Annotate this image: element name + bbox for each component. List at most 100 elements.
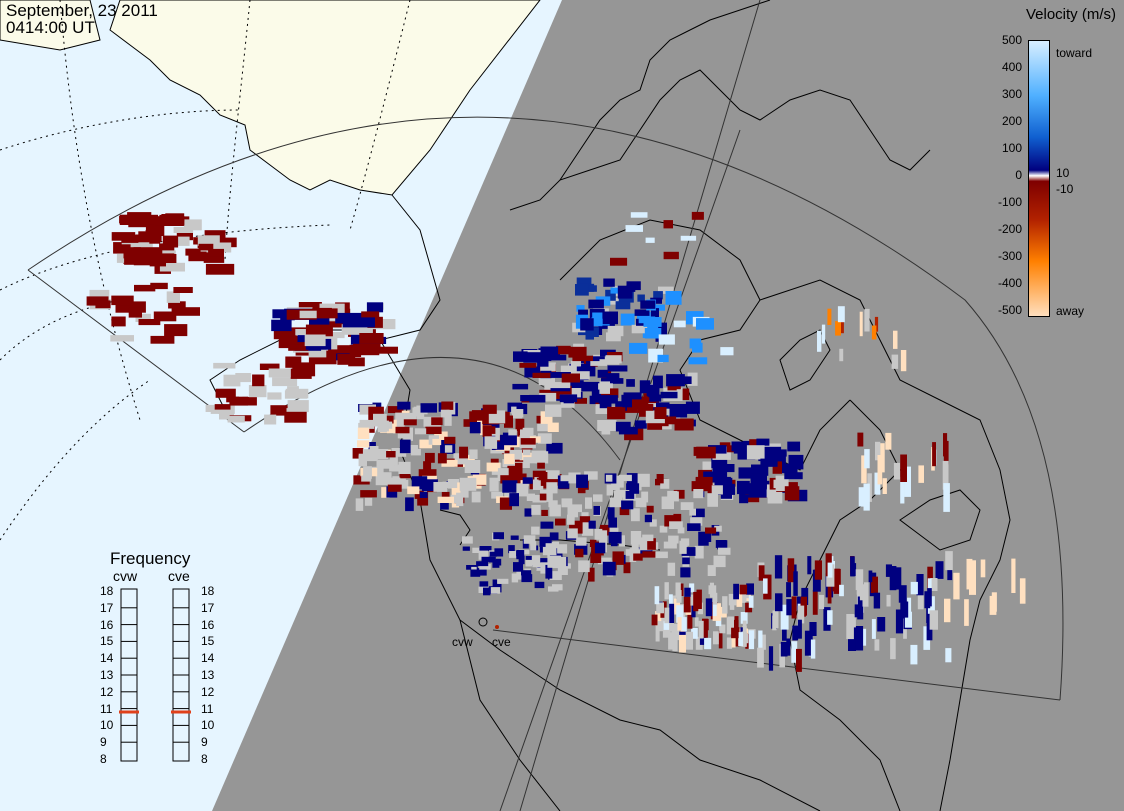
velocity-cell	[453, 453, 468, 465]
velocity-cell	[740, 589, 747, 603]
velocity-cell	[285, 388, 309, 399]
radar-site-cvw	[478, 617, 488, 627]
velocity-cell	[693, 489, 704, 499]
velocity-colorbar	[1028, 40, 1050, 317]
velocity-cell	[272, 309, 293, 319]
velocity-cell	[571, 504, 582, 513]
velocity-cell	[685, 631, 693, 650]
velocity-cell	[738, 467, 755, 479]
velocity-cell	[715, 540, 727, 548]
toward-label: toward	[1056, 46, 1093, 60]
velocity-cell	[531, 450, 546, 459]
velocity-cell	[576, 474, 588, 488]
velocity-cell	[546, 482, 558, 494]
date-label: September, 23 2011	[6, 1, 158, 20]
velocity-cell	[667, 383, 677, 391]
velocity-cell	[862, 628, 867, 646]
velocity-cell	[489, 551, 497, 557]
frequency-col-cvw: cvw	[113, 568, 138, 584]
velocity-cell	[421, 479, 438, 491]
velocity-cell	[599, 530, 608, 541]
velocity-cell	[615, 490, 630, 498]
velocity-cell	[538, 378, 555, 386]
velocity-cell	[746, 583, 754, 595]
velocity-cell	[549, 504, 561, 517]
velocity-cell	[827, 610, 833, 625]
velocity-cell	[1011, 558, 1016, 593]
velocity-cell	[592, 312, 603, 327]
velocity-cell	[497, 578, 509, 584]
frequency-tick: 10	[100, 718, 114, 733]
velocity-cell	[698, 531, 709, 546]
frequency-tick: 12	[100, 684, 114, 699]
velocity-cell	[299, 310, 317, 319]
velocity-cell	[560, 475, 570, 482]
velocity-cell	[801, 587, 809, 605]
velocity-cell	[772, 461, 782, 474]
velocity-cell	[646, 505, 654, 513]
velocity-cell	[894, 567, 902, 590]
velocity-cell	[568, 472, 581, 484]
velocity-cell	[917, 592, 924, 610]
velocity-cell	[549, 354, 567, 361]
velocity-cell	[227, 415, 245, 423]
velocity-cell	[748, 630, 755, 650]
velocity-cell	[540, 411, 553, 425]
velocity-cell	[821, 324, 826, 344]
velocity-cell	[272, 377, 298, 387]
graticule	[0, 0, 411, 541]
velocity-cell	[875, 441, 881, 461]
velocity-cell	[572, 355, 593, 362]
velocity-cell	[154, 216, 185, 226]
velocity-cell	[537, 360, 549, 367]
velocity-cell	[524, 508, 532, 517]
velocity-cell	[707, 565, 716, 576]
velocity-cell	[864, 582, 869, 607]
velocity-cell	[943, 483, 950, 512]
velocity-cell	[674, 418, 694, 431]
velocity-cell	[557, 566, 568, 575]
velocity-cell	[149, 258, 166, 267]
velocity-cell	[492, 559, 500, 568]
velocity-cell	[607, 507, 615, 520]
velocity-cell	[653, 291, 663, 300]
velocity-cell	[655, 624, 660, 642]
velocity-cell	[497, 468, 509, 476]
velocity-cell	[615, 421, 631, 432]
velocity-cell	[444, 413, 452, 426]
velocity-cell	[550, 372, 572, 378]
velocity-cell	[328, 345, 362, 357]
velocity-cell	[761, 634, 766, 650]
velocity-cell	[673, 320, 686, 328]
velocity-cell	[639, 380, 651, 394]
velocity-cell	[606, 332, 621, 342]
velocity-cell	[758, 565, 765, 581]
velocity-cell	[787, 441, 801, 452]
velocity-cell	[900, 476, 905, 504]
velocity-cell	[699, 632, 707, 645]
velocity-cell	[714, 525, 722, 532]
velocity-cell	[479, 563, 491, 570]
velocity-cell	[549, 532, 559, 541]
velocity-cell	[864, 449, 870, 469]
velocity-cell	[609, 497, 623, 508]
velocity-cell	[848, 627, 856, 651]
velocity-cell	[890, 638, 896, 660]
velocity-cell	[702, 618, 708, 638]
velocity-cell	[512, 383, 529, 390]
velocity-cell	[124, 252, 148, 265]
velocity-cell	[774, 555, 783, 579]
velocity-cell	[781, 463, 798, 474]
velocity-cell	[205, 404, 224, 412]
velocity-cell	[515, 418, 525, 431]
velocity-cell	[532, 479, 541, 490]
velocity-cell	[588, 567, 595, 582]
velocity-cell	[491, 491, 503, 499]
velocity-cell	[782, 625, 787, 641]
velocity-cell	[663, 251, 679, 260]
velocity-cell	[472, 474, 487, 485]
velocity-cell	[819, 594, 825, 609]
velocity-cell	[357, 440, 370, 448]
velocity-cell	[536, 477, 546, 486]
velocity-cell	[720, 347, 734, 356]
